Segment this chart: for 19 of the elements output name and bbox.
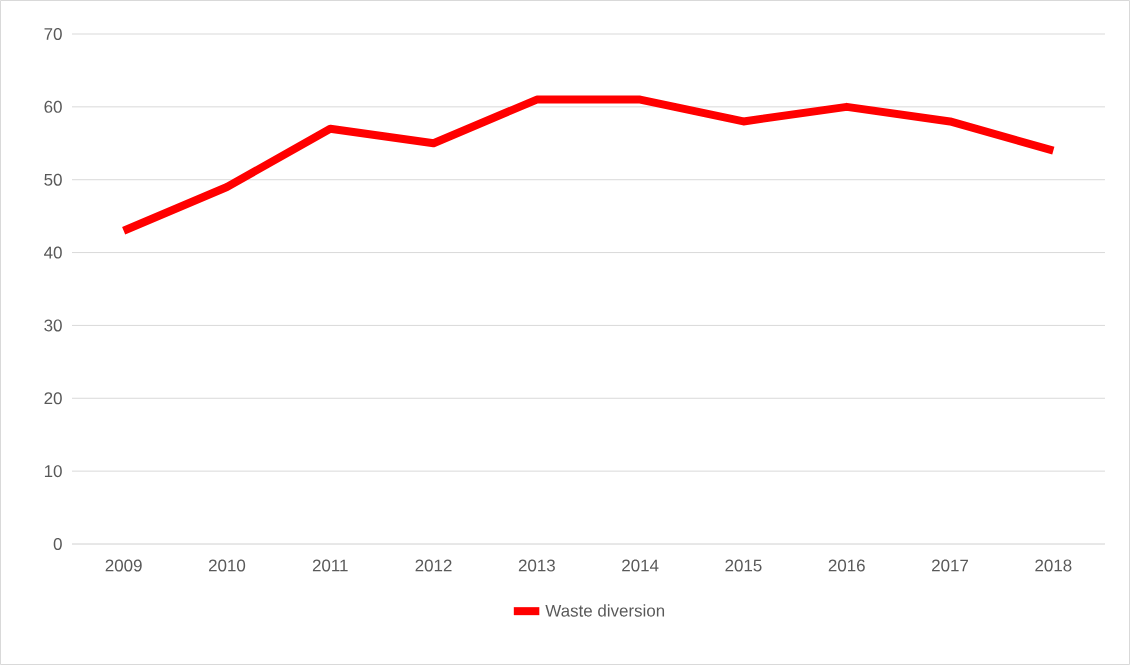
x-tick-label: 2018 [1035, 559, 1072, 572]
y-tick-label: 70 [44, 28, 62, 40]
x-tick-label: 2015 [725, 559, 762, 572]
x-tick-label: 2013 [518, 559, 555, 572]
x-tick-label: 2017 [932, 559, 968, 572]
y-tick-label: 20 [44, 392, 62, 405]
x-tick-label: 2010 [208, 559, 246, 572]
x-tick-label: 2011 [312, 559, 348, 572]
x-tick-label: 2016 [828, 559, 865, 572]
y-tick-label: 0 [53, 537, 62, 550]
legend-label: Waste diversion [545, 604, 665, 617]
y-tick-label: 50 [44, 173, 62, 186]
x-tick-label: 2014 [622, 559, 659, 572]
y-tick-label: 60 [44, 100, 62, 113]
y-tick-label: 10 [44, 465, 62, 478]
x-tick-label: 2012 [415, 559, 452, 572]
y-tick-label: 40 [44, 246, 62, 259]
x-tick-label: 2009 [105, 559, 142, 572]
y-tick-label: 30 [44, 319, 62, 332]
